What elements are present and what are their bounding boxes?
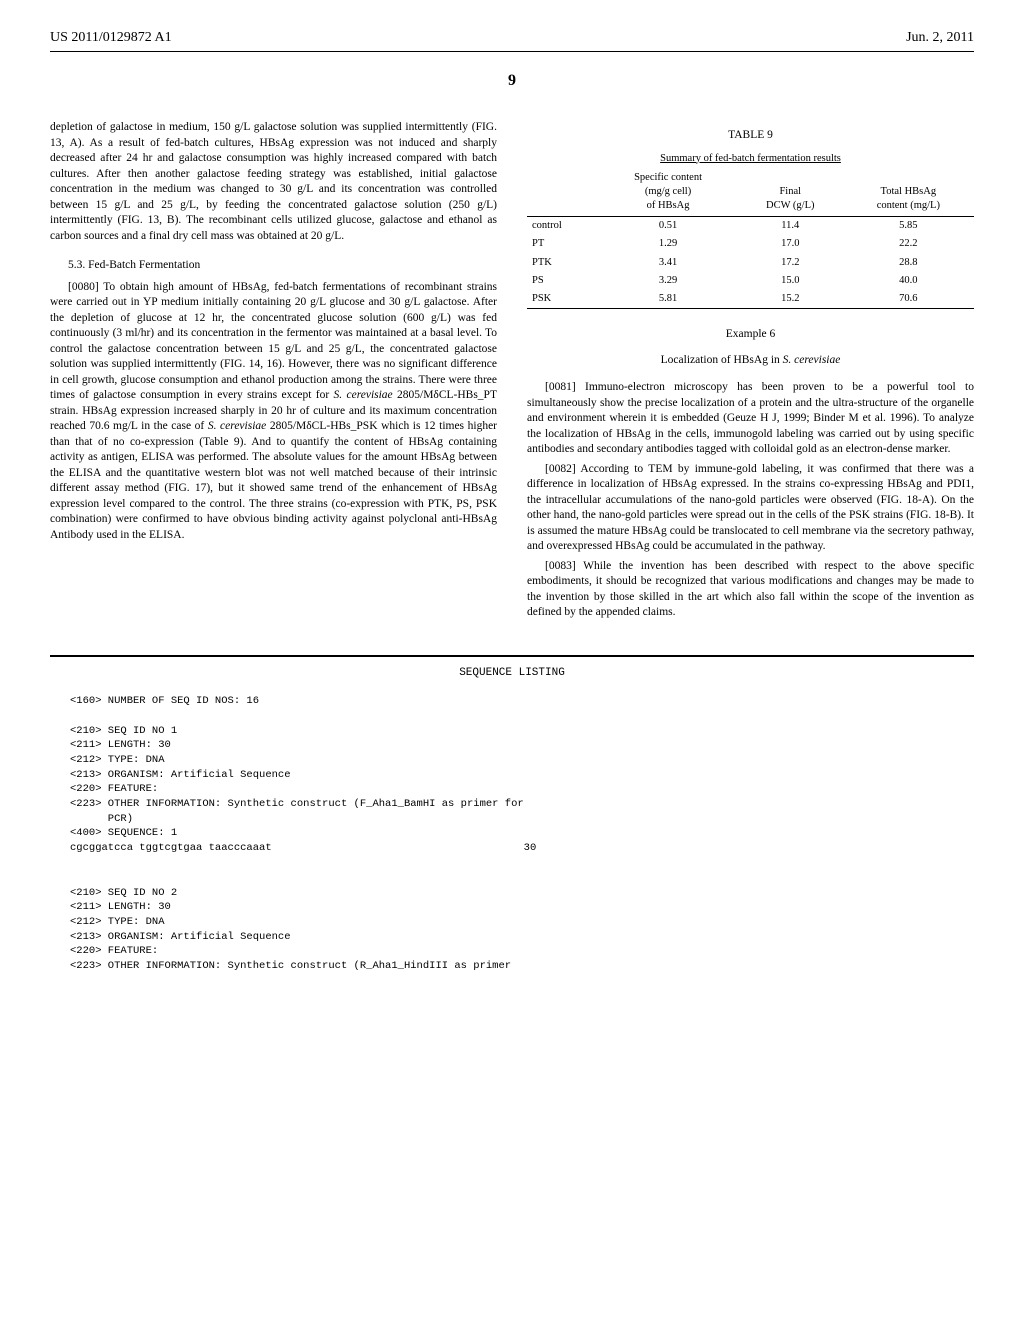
table-cell: 28.8	[843, 254, 974, 272]
example-6-label: Example 6	[527, 327, 974, 343]
para-text-1: To obtain high amount of HBsAg, fed-batc…	[50, 281, 497, 402]
seq2-line: <223> OTHER INFORMATION: Synthetic const…	[70, 959, 974, 974]
seq-num-seqs: <160> NUMBER OF SEQ ID NOS: 16	[70, 694, 974, 709]
para-text: Immuno-electron microscopy has been prov…	[527, 381, 974, 455]
table-cell: 5.85	[843, 217, 974, 236]
species-name-2: S. cerevisiae	[208, 420, 266, 432]
table-cell: PTK	[527, 254, 598, 272]
seq1-line: <220> FEATURE:	[70, 782, 974, 797]
seq1-line: <211> LENGTH: 30	[70, 738, 974, 753]
table-header-cell: Specific content(mg/g cell)of HBsAg	[598, 168, 738, 217]
table-cell: 3.29	[598, 272, 738, 290]
seq-listing-title: SEQUENCE LISTING	[50, 667, 974, 679]
seq-text: cgcggatcca tggtcgtgaa taacccaaat	[70, 842, 272, 854]
table-cell: 17.0	[738, 235, 843, 253]
seq1-sequence: cgcggatcca tggtcgtgaa taacccaaat 30	[70, 841, 974, 856]
seq2-line: <212> TYPE: DNA	[70, 915, 974, 930]
paragraph-0082: [0082] According to TEM by immune-gold l…	[527, 462, 974, 555]
table-cell: 0.51	[598, 217, 738, 236]
seq2-line: <220> FEATURE:	[70, 944, 974, 959]
table-9-caption: Summary of fed-batch fermentation result…	[527, 150, 974, 168]
table-cell: 17.2	[738, 254, 843, 272]
table-row: PTK 3.41 17.2 28.8	[527, 254, 974, 272]
seq1-line: <223> OTHER INFORMATION: Synthetic const…	[70, 797, 974, 812]
para-text: According to TEM by immune-gold labeling…	[527, 463, 974, 553]
table-cell: PT	[527, 235, 598, 253]
section-5-3-heading: 5.3. Fed-Batch Fermentation	[68, 258, 497, 274]
table-header-cell: Total HBsAgcontent (mg/L)	[843, 168, 974, 217]
paragraph-0081: [0081] Immuno-electron microscopy has be…	[527, 380, 974, 458]
publication-id: US 2011/0129872 A1	[50, 30, 172, 46]
seq2-line: <213> ORGANISM: Artificial Sequence	[70, 930, 974, 945]
seq2-line: <211> LENGTH: 30	[70, 900, 974, 915]
table-cell: PS	[527, 272, 598, 290]
sequence-listing-section: SEQUENCE LISTING <160> NUMBER OF SEQ ID …	[50, 655, 974, 974]
publication-date: Jun. 2, 2011	[906, 30, 974, 46]
para-text: While the invention has been described w…	[527, 560, 974, 619]
paragraph-0083: [0083] While the invention has been desc…	[527, 559, 974, 621]
table-cell: control	[527, 217, 598, 236]
seq1-line: <212> TYPE: DNA	[70, 753, 974, 768]
table-cell: 3.41	[598, 254, 738, 272]
seq-length-num: 30	[272, 842, 537, 854]
page-header: US 2011/0129872 A1 Jun. 2, 2011	[50, 30, 974, 52]
two-column-layout: depletion of galactose in medium, 150 g/…	[50, 120, 974, 625]
table-header-cell	[527, 168, 598, 217]
table-cell: 11.4	[738, 217, 843, 236]
para-text-3: 2805/MδCL-HBs_PSK which is 12 times high…	[50, 420, 497, 541]
table-cell: 70.6	[843, 290, 974, 309]
table-9: Summary of fed-batch fermentation result…	[527, 150, 974, 310]
species-name-1: S. cerevisiae	[334, 389, 393, 401]
table-9-label: TABLE 9	[527, 128, 974, 144]
table-row: PSK 5.81 15.2 70.6	[527, 290, 974, 309]
page-number: 9	[50, 72, 974, 90]
paragraph-0080: [0080] To obtain high amount of HBsAg, f…	[50, 280, 497, 544]
example-title-species: S. cerevisiae	[783, 354, 841, 366]
para-number: [0082]	[545, 463, 576, 475]
seq1-line: <210> SEQ ID NO 1	[70, 724, 974, 739]
table-cell: 22.2	[843, 235, 974, 253]
table-row: PS 3.29 15.0 40.0	[527, 272, 974, 290]
seq2-line: <210> SEQ ID NO 2	[70, 886, 974, 901]
continuation-paragraph: depletion of galactose in medium, 150 g/…	[50, 120, 497, 244]
table-cell: 15.0	[738, 272, 843, 290]
para-number: [0080]	[68, 281, 99, 293]
table-row: control 0.51 11.4 5.85	[527, 217, 974, 236]
table-cell: PSK	[527, 290, 598, 309]
table-row: PT 1.29 17.0 22.2	[527, 235, 974, 253]
table-header-cell: FinalDCW (g/L)	[738, 168, 843, 217]
table-header-row: Specific content(mg/g cell)of HBsAg Fina…	[527, 168, 974, 217]
right-column: TABLE 9 Summary of fed-batch fermentatio…	[527, 120, 974, 625]
seq1-line: PCR)	[70, 812, 974, 827]
seq1-line: <213> ORGANISM: Artificial Sequence	[70, 768, 974, 783]
table-cell: 40.0	[843, 272, 974, 290]
example-title-prefix: Localization of HBsAg in	[661, 354, 783, 366]
table-cell: 15.2	[738, 290, 843, 309]
left-column: depletion of galactose in medium, 150 g/…	[50, 120, 497, 625]
table-cell: 5.81	[598, 290, 738, 309]
table-cell: 1.29	[598, 235, 738, 253]
seq1-line: <400> SEQUENCE: 1	[70, 826, 974, 841]
para-number: [0083]	[545, 560, 576, 572]
para-number: [0081]	[545, 381, 576, 393]
example-6-title: Localization of HBsAg in S. cerevisiae	[527, 353, 974, 369]
